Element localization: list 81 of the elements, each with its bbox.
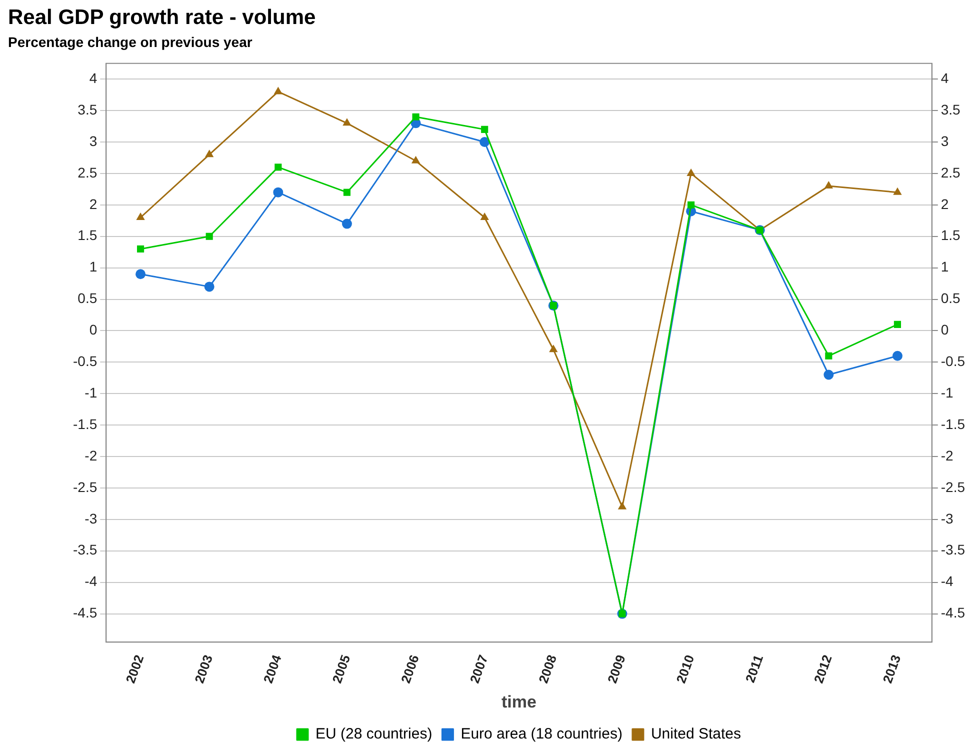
point	[825, 352, 832, 360]
point	[274, 164, 282, 171]
point	[618, 502, 627, 510]
point	[480, 137, 490, 148]
point	[274, 86, 282, 94]
point	[480, 212, 489, 220]
y-tick-label: 0	[89, 322, 98, 338]
legend-label: United States	[650, 726, 742, 743]
point	[342, 218, 352, 229]
y-tick-label: -2	[84, 447, 98, 464]
point	[549, 344, 558, 352]
x-tick-label: 2005	[329, 652, 354, 686]
point	[481, 126, 488, 133]
y2-tick-label: 3	[940, 132, 949, 149]
point	[892, 350, 902, 361]
y-tick-label: -2.5	[73, 478, 98, 495]
y2-tick-label: -3	[940, 510, 954, 526]
point	[136, 212, 145, 220]
y-tick-label: 1	[89, 258, 98, 275]
x-tick-label: 2010	[673, 652, 698, 686]
y2-tick-label: 1	[940, 258, 949, 275]
x-tick-label: 2008	[536, 652, 560, 686]
y-tick-label: -1	[84, 384, 98, 400]
y2-tick-label: 3.5	[940, 101, 961, 118]
y2-tick-label: 4	[940, 70, 949, 86]
x-axis-title: time	[502, 692, 536, 712]
y2-tick-label: -4	[940, 573, 954, 590]
y-tick-label: 2	[89, 196, 98, 212]
x-tick-label: 2004	[260, 652, 285, 686]
point	[204, 282, 214, 292]
y2-tick-label: 2	[940, 196, 949, 212]
y2-tick-label: -2	[940, 447, 954, 464]
y2-tick-label: -0.5	[940, 353, 966, 370]
y2-tick-label: -1.5	[940, 416, 966, 432]
y-tick-label: -0.5	[73, 353, 98, 370]
y2-tick-label: -4.5	[940, 604, 966, 621]
y2-tick-label: 0	[940, 322, 949, 338]
x-tick-label: 2002	[122, 652, 147, 686]
y-tick-label: 4	[89, 70, 98, 86]
y-tick-label: -3	[84, 510, 98, 526]
point	[686, 168, 696, 176]
y2-tick-label: -1	[940, 384, 954, 400]
y-tick-label: -1.5	[73, 416, 98, 432]
y2-tick-label: 0.5	[940, 290, 961, 306]
point	[894, 320, 902, 328]
chart-title: Real GDP growth rate - volume	[8, 6, 316, 30]
legend-label: Euro area (18 countries)	[460, 726, 622, 743]
point	[824, 370, 834, 380]
point	[136, 269, 146, 280]
x-tick-label: 2007	[466, 652, 491, 686]
legend-label: EU (28 countries)	[315, 726, 432, 743]
point	[136, 245, 144, 252]
y-tick-label: 0.5	[78, 290, 98, 306]
point	[273, 187, 284, 198]
point	[206, 232, 213, 240]
point	[687, 201, 695, 208]
y-tick-label: -4.5	[73, 604, 98, 621]
x-tick-label: 2012	[810, 652, 835, 686]
y-tick-label: -3.5	[73, 542, 98, 558]
point	[342, 118, 352, 126]
x-tick-label: 2009	[604, 652, 628, 686]
y-tick-label: 3.5	[78, 101, 98, 118]
point	[205, 150, 214, 158]
point	[343, 188, 351, 196]
y2-tick-label: -3.5	[940, 542, 966, 558]
y2-tick-label: 1.5	[940, 227, 961, 244]
point	[824, 181, 833, 189]
y2-tick-label: 2.5	[940, 164, 961, 180]
y-tick-label: -4	[84, 573, 98, 590]
point	[411, 156, 420, 164]
y-tick-label: 3	[89, 132, 98, 149]
x-tick-label: 2011	[742, 652, 766, 684]
chart-subtitle: Percentage change on previous year	[8, 34, 252, 50]
x-tick-label: 2013	[880, 652, 904, 686]
y-tick-label: 2.5	[78, 164, 98, 180]
point	[893, 187, 902, 195]
point	[412, 113, 420, 120]
y-tick-label: 1.5	[78, 227, 98, 244]
x-tick-label: 2006	[398, 652, 422, 686]
y2-tick-label: -2.5	[940, 478, 966, 495]
x-tick-label: 2003	[192, 652, 216, 686]
